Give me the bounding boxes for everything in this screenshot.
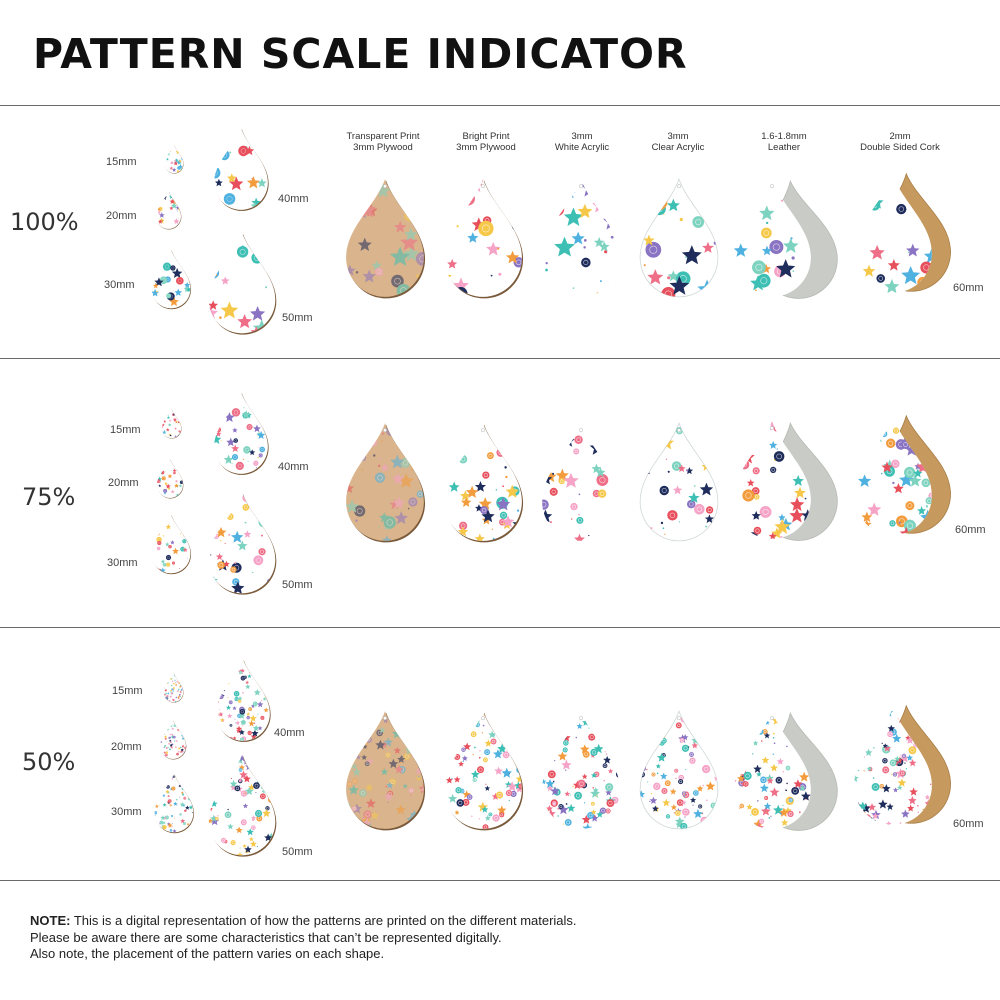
sample-drop-bright-plywood (444, 423, 524, 543)
size-label-20mm: 20mm (111, 741, 142, 753)
divider (0, 358, 1000, 359)
sample-drop-transparent-plywood (346, 711, 426, 831)
material-header-transparent-plywood: Transparent Print 3mm Plywood (346, 131, 420, 153)
sample-drop-leather (733, 421, 838, 541)
page-title: PATTERN SCALE INDICATOR (33, 30, 688, 78)
sample-drop-40mm (214, 128, 269, 211)
divider (0, 105, 1000, 106)
sample-drop-clear-acrylic (639, 709, 719, 830)
sample-drop-clear-acrylic (639, 177, 719, 298)
note-line-1: This is a digital representation of how … (70, 913, 577, 928)
size-label-50mm: 50mm (282, 579, 313, 591)
sample-drop-50mm (208, 232, 277, 335)
size-label-30mm: 30mm (104, 279, 135, 291)
size-label-60mm: 60mm (955, 524, 986, 536)
sample-drop-15mm (163, 672, 184, 703)
sample-drop-cork (854, 414, 951, 535)
material-header-bright-plywood: Bright Print 3mm Plywood (456, 131, 516, 153)
size-label-15mm: 15mm (110, 424, 141, 436)
sample-drop-leather (733, 179, 838, 299)
note-line-3: Also note, the placement of the pattern … (30, 946, 385, 961)
sample-drop-30mm (154, 773, 195, 834)
sample-drop-leather (733, 711, 838, 831)
material-header-clear-acrylic: 3mm Clear Acrylic (651, 131, 705, 153)
size-label-30mm: 30mm (111, 806, 142, 818)
size-label-60mm: 60mm (953, 282, 984, 294)
sample-drop-white-acrylic (542, 179, 620, 297)
sample-drop-40mm (214, 392, 269, 475)
size-label-50mm: 50mm (282, 846, 313, 858)
sample-drop-white-acrylic (542, 423, 620, 541)
size-label-15mm: 15mm (106, 156, 137, 168)
sample-drop-50mm (208, 492, 277, 595)
sample-drop-transparent-plywood (346, 423, 426, 543)
sample-drop-20mm (157, 459, 184, 499)
sample-drop-30mm (151, 249, 192, 310)
material-header-white-acrylic: 3mm White Acrylic (554, 131, 610, 153)
size-label-60mm: 60mm (953, 818, 984, 830)
sample-drop-bright-plywood (444, 711, 524, 831)
size-label-30mm: 30mm (107, 557, 138, 569)
scale-label-50: 50% (22, 748, 76, 776)
size-label-40mm: 40mm (278, 193, 309, 205)
sample-drop-transparent-plywood (346, 179, 426, 299)
sample-drop-30mm (151, 514, 192, 575)
divider (0, 880, 1000, 881)
sample-drop-cork (854, 172, 951, 293)
material-header-leather: 1.6-1.8mm Leather (761, 131, 807, 153)
scale-label-100: 100% (10, 208, 79, 236)
sample-drop-cork (854, 704, 951, 825)
size-label-40mm: 40mm (278, 461, 309, 473)
size-label-20mm: 20mm (108, 477, 139, 489)
sample-drop-15mm (164, 144, 184, 174)
sample-drop-20mm (160, 720, 187, 760)
sample-drop-bright-plywood (444, 179, 524, 299)
sample-drop-clear-acrylic (639, 421, 719, 542)
footer-note: NOTE: This is a digital representation o… (30, 913, 577, 963)
size-label-20mm: 20mm (106, 210, 137, 222)
scale-label-75: 75% (22, 483, 76, 511)
size-label-50mm: 50mm (282, 312, 313, 324)
size-label-15mm: 15mm (112, 685, 143, 697)
sample-drop-50mm (208, 754, 277, 857)
sample-drop-20mm (156, 191, 182, 230)
sample-drop-white-acrylic (542, 711, 620, 829)
note-label: NOTE: (30, 913, 71, 928)
note-line-2: Please be aware there are some character… (30, 929, 502, 945)
sample-drop-15mm (161, 408, 182, 439)
sample-drop-40mm (216, 659, 271, 742)
material-header-cork: 2mm Double Sided Cork (860, 131, 940, 153)
size-label-40mm: 40mm (274, 727, 305, 739)
divider (0, 627, 1000, 628)
